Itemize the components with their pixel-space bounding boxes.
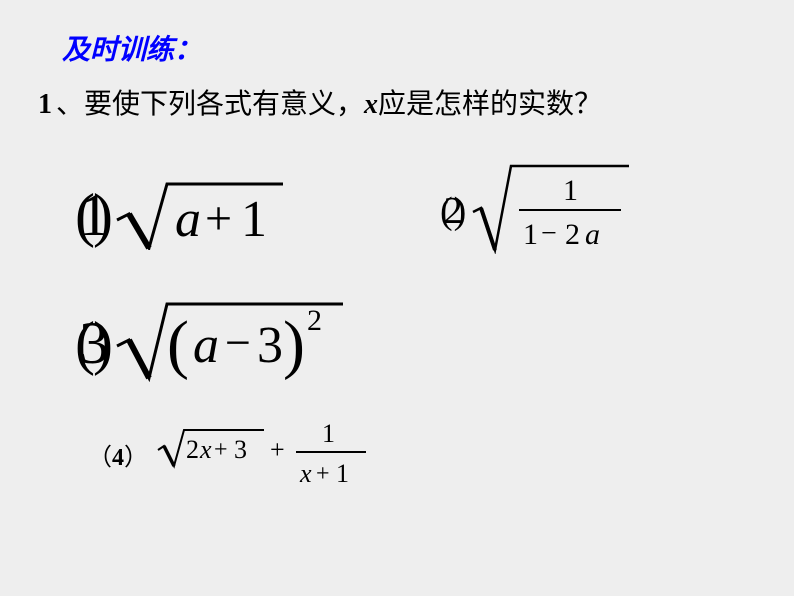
- problem-2-sqrt: 1 1 − 2 a: [471, 162, 631, 259]
- inner-const: 3: [257, 317, 283, 374]
- rad-const: 3: [234, 435, 247, 464]
- rad-coeff: 2: [186, 435, 199, 464]
- problem-4-expr: 2 x + 3 + 1 x + 1: [156, 412, 376, 497]
- rad-op: +: [214, 437, 228, 463]
- rad-var: x: [199, 435, 212, 464]
- denom-const: 1: [523, 218, 538, 251]
- problem-3: (3) ( a − 3 ) 2: [75, 300, 345, 387]
- radicand-op: +: [205, 192, 232, 245]
- frac-den-const: 1: [336, 459, 349, 488]
- problem-4: （4） 2 x + 3 + 1 x + 1: [88, 412, 376, 497]
- radicand-var: a: [175, 191, 201, 248]
- frac-num: 1: [322, 419, 335, 448]
- frac-den-var: x: [299, 459, 312, 488]
- inner-var: a: [193, 317, 219, 374]
- question-var: x: [364, 89, 378, 120]
- frac-den-op: +: [316, 461, 330, 487]
- problem-2: (2) 1 1 − 2 a: [440, 162, 631, 259]
- problem-1-sqrt: a + 1: [115, 180, 285, 250]
- inner-right-paren: ): [283, 308, 303, 381]
- denom-coeff: 2: [565, 218, 580, 251]
- sqrt-icon: a + 1: [115, 180, 285, 250]
- problem-4-label: （4）: [88, 437, 148, 472]
- sqrt-square-icon: ( a − 3 ) 2: [115, 300, 345, 382]
- denom-op: −: [541, 218, 557, 249]
- problem-2-label: (2): [440, 189, 457, 233]
- numerator: 1: [563, 174, 578, 207]
- expr-icon: 2 x + 3 + 1 x + 1: [156, 412, 376, 492]
- inner-left-paren: (: [167, 308, 187, 381]
- exponent: 2: [307, 304, 322, 337]
- section-header: 及时训练：: [62, 28, 202, 68]
- problem-1-label: (1): [75, 181, 97, 250]
- question-text: 1、要使下列各式有意义，x应是怎样的实数？: [38, 82, 602, 122]
- sqrt-fraction-icon: 1 1 − 2 a: [471, 162, 631, 254]
- problem-3-sqrt: ( a − 3 ) 2: [115, 300, 345, 387]
- denom-var: a: [585, 218, 600, 251]
- radicand-const: 1: [241, 191, 267, 248]
- question-number: 1: [38, 89, 52, 120]
- plus-op: +: [270, 435, 285, 464]
- problem-3-label: (3): [75, 309, 97, 378]
- question-before-var: 、要使下列各式有意义，: [56, 89, 364, 120]
- question-after-var: 应是怎样的实数？: [378, 89, 602, 120]
- problem-1: (1) a + 1: [75, 180, 285, 250]
- inner-op: −: [225, 317, 251, 368]
